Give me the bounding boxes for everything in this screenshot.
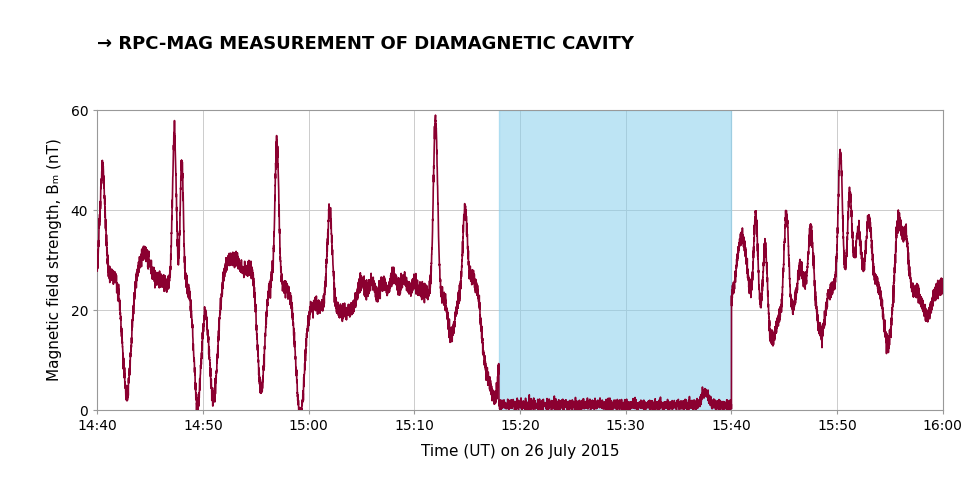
Y-axis label: Magnetic field strength, Bₘ (nT): Magnetic field strength, Bₘ (nT) — [48, 138, 62, 382]
X-axis label: Time (UT) on 26 July 2015: Time (UT) on 26 July 2015 — [421, 444, 619, 459]
Bar — [499, 110, 731, 410]
Text: → RPC-MAG MEASUREMENT OF DIAMAGNETIC CAVITY: → RPC-MAG MEASUREMENT OF DIAMAGNETIC CAV… — [97, 35, 634, 53]
